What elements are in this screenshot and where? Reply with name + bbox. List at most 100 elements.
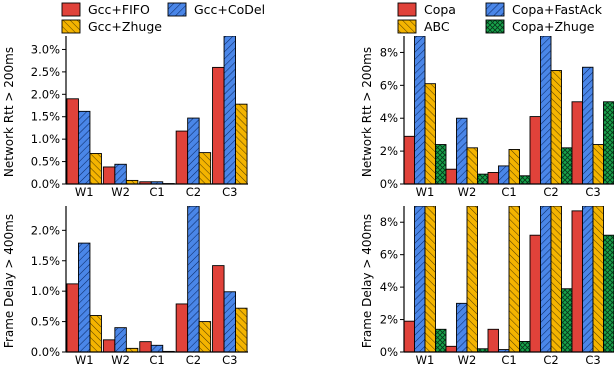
- y-tick-label: 6%: [380, 78, 398, 92]
- x-tick-label: W2: [111, 185, 130, 199]
- bar-W1-Gcc+FIFO: [66, 283, 79, 352]
- x-tick-label: C2: [186, 185, 201, 199]
- bars: [404, 36, 614, 184]
- bar-C1-ABC: [508, 206, 520, 352]
- bar-C3-Gcc+Zhuge: [235, 307, 248, 352]
- bar-W2-Copa+Zhuge: [477, 173, 489, 184]
- y-tick-label: 1.5%: [31, 110, 60, 124]
- bar-C2-Gcc+FIFO: [175, 303, 189, 352]
- bar-C2-Gcc+CoDel: [187, 206, 200, 352]
- bar-C2-Gcc+CoDel: [187, 117, 200, 184]
- y-tick-label: 0%: [380, 345, 398, 359]
- bar-W2-Copa: [445, 345, 457, 352]
- legend-label: Copa: [424, 2, 456, 17]
- legend-label: ABC: [424, 19, 450, 34]
- bar-C2-Copa: [529, 234, 541, 352]
- bar-W1-Gcc+Zhuge: [89, 153, 102, 184]
- legend-swatch: [61, 19, 81, 34]
- bar-C3-Copa+FastAck: [582, 66, 594, 184]
- x-tick-label: C3: [222, 353, 237, 367]
- x-tick-label: C3: [585, 353, 600, 367]
- bar-C1-Gcc+CoDel: [150, 344, 164, 352]
- x-tick-label: C1: [501, 353, 516, 367]
- y-tick-label: 2%: [380, 144, 398, 158]
- y-tick-label: 2%: [380, 313, 398, 327]
- x-tick-label: C1: [149, 353, 164, 367]
- bar-C3-Gcc+Zhuge: [235, 103, 248, 184]
- bar-C3-Copa+Zhuge: [603, 101, 614, 184]
- bar-C3-Gcc+FIFO: [212, 66, 225, 184]
- y-tick-label: 3.0%: [31, 42, 60, 56]
- bar-C3-Gcc+CoDel: [223, 36, 237, 184]
- bar-C2-Copa+FastAck: [540, 206, 552, 352]
- y-tick-label: 0.0%: [31, 177, 60, 191]
- x-tick-label: C1: [501, 185, 516, 199]
- bar-C3-Copa+FastAck: [582, 206, 594, 352]
- y-axis-label: Frame Delay > 400ms: [2, 214, 16, 348]
- bar-W2-Gcc+Zhuge: [125, 179, 139, 184]
- x-tick-label: W2: [458, 353, 477, 367]
- legend-swatch: [485, 2, 505, 17]
- y-axis-label: Frame Delay > 400ms: [360, 214, 374, 348]
- x-tick-label: C2: [186, 353, 201, 367]
- y-tick-label: 2.5%: [31, 65, 60, 79]
- legend-swatch: [485, 19, 505, 34]
- bar-W1-Copa: [404, 135, 415, 184]
- y-axis-label: Network Rtt > 200ms: [2, 47, 16, 177]
- bar-C2-ABC: [550, 206, 562, 352]
- bar-W2-Gcc+FIFO: [102, 166, 116, 184]
- legend-label: Gcc+Zhuge: [88, 19, 162, 34]
- y-tick-label: 1.0%: [31, 284, 60, 298]
- legend-swatch: [167, 2, 187, 17]
- x-tick-label: W2: [111, 353, 130, 367]
- y-tick-label: 4%: [380, 111, 398, 125]
- x-tick-label: W1: [416, 185, 435, 199]
- bar-W2-ABC: [466, 147, 478, 184]
- bar-C1-Copa+FastAck: [498, 165, 510, 184]
- legend-right: Copa Copa+FastAck ABC Copa+Zhuge: [397, 2, 603, 34]
- bar-W2-Gcc+FIFO: [102, 339, 116, 352]
- y-tick-label: 4%: [380, 280, 398, 294]
- bar-C2-Copa: [529, 116, 541, 184]
- bar-C1-Copa: [487, 328, 499, 352]
- y-tick-label: 8%: [380, 45, 398, 59]
- bars: [404, 206, 614, 352]
- y-tick-label: 6%: [380, 248, 398, 262]
- bar-C2-Gcc+FIFO: [175, 130, 189, 184]
- chart-panel-right-top: 0% 2% 4% 6% 8% Network Rtt > 200ms W1 W2 C1 C2 C3: [360, 36, 614, 199]
- bar-C3-Copa+Zhuge: [603, 234, 614, 352]
- bar-C3-Gcc+FIFO: [212, 265, 225, 352]
- bar-W1-ABC: [424, 206, 436, 352]
- bar-W1-Copa+Zhuge: [435, 328, 447, 352]
- chart-panel-right-bottom: 0% 2% 4% 6% 8% Frame Delay > 400ms W1 W2 C1 C2 C3: [360, 206, 614, 367]
- bar-W2-Copa+FastAck: [456, 117, 468, 184]
- bar-W1-ABC: [424, 83, 436, 184]
- bar-C1-ABC: [508, 149, 520, 184]
- bar-C3-ABC: [592, 206, 604, 352]
- bar-W1-Gcc+FIFO: [66, 98, 79, 184]
- y-tick-label: 1.5%: [31, 254, 60, 268]
- chart-panel-left-bottom: 0.0% 0.5% 1.0% 1.5% 2.0% Frame Delay > 400ms W…: [2, 206, 248, 367]
- bar-C1-Gcc+FIFO: [139, 341, 152, 352]
- x-tick-label: W1: [416, 353, 435, 367]
- y-tick-label: 0.5%: [31, 315, 60, 329]
- bar-W2-ABC: [466, 206, 478, 352]
- bar-W2-Copa: [445, 168, 457, 184]
- bar-W1-Copa: [404, 320, 415, 352]
- bar-W1-Gcc+CoDel: [77, 242, 91, 352]
- bars: [66, 36, 248, 184]
- legend-swatch: [397, 2, 417, 17]
- bar-W2-Copa+FastAck: [456, 302, 468, 352]
- bar-C3-Copa: [571, 210, 583, 352]
- bar-C3-ABC: [592, 144, 604, 184]
- bar-W1-Gcc+CoDel: [77, 110, 91, 184]
- bar-C3-Gcc+CoDel: [223, 291, 237, 352]
- legend-swatch: [397, 19, 417, 34]
- y-tick-label: 1.0%: [31, 132, 60, 146]
- y-tick-label: 0.5%: [31, 155, 60, 169]
- bar-C1-Copa: [487, 172, 499, 184]
- legend-label: Copa+FastAck: [512, 2, 603, 17]
- y-axis-label: Network Rtt > 200ms: [360, 47, 374, 177]
- x-tick-label: W1: [75, 185, 94, 199]
- bar-C3-Copa: [571, 101, 583, 184]
